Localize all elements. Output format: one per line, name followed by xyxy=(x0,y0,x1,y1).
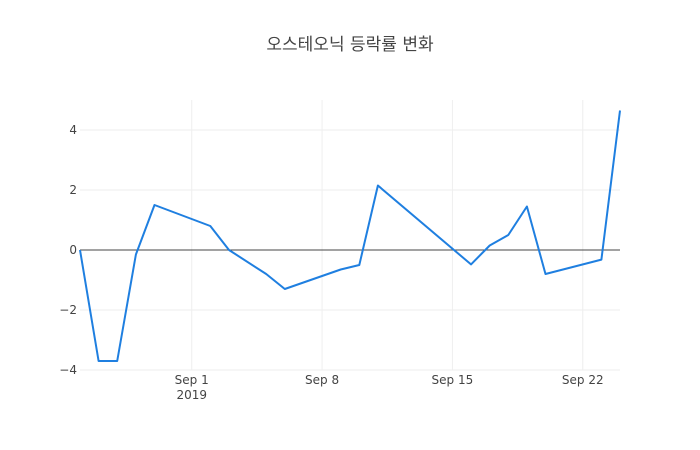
series-layer xyxy=(77,108,623,364)
data-point xyxy=(96,358,102,364)
y-tick-label: −2 xyxy=(59,303,77,317)
x-tick-label: Sep 15 xyxy=(432,373,474,387)
data-point xyxy=(282,286,288,292)
grid xyxy=(80,100,620,371)
data-point xyxy=(375,183,381,189)
data-point xyxy=(617,108,623,114)
data-point xyxy=(133,252,139,258)
x-tick-label: Sep 22 xyxy=(562,373,604,387)
x-tick-label: Sep 8 xyxy=(305,373,339,387)
y-tick-label: 0 xyxy=(69,243,77,257)
series-line xyxy=(79,110,621,362)
data-point xyxy=(114,358,120,364)
data-point xyxy=(263,271,269,277)
data-point xyxy=(356,262,362,268)
data-point xyxy=(505,232,511,238)
y-tick-label: −4 xyxy=(59,363,77,377)
data-point xyxy=(77,247,83,253)
x-tick-label: Sep 1 xyxy=(175,373,209,387)
y-tick-label: 2 xyxy=(69,183,77,197)
chart-title: 오스테오닉 등락률 변화 xyxy=(266,35,434,55)
data-point xyxy=(524,204,530,210)
y-axis: 4 2 0 −2 −4 xyxy=(59,123,77,377)
y-tick-label: 4 xyxy=(69,123,77,137)
data-point xyxy=(598,257,604,263)
data-point xyxy=(468,261,474,267)
data-point xyxy=(543,271,549,277)
data-point xyxy=(151,202,157,208)
data-point xyxy=(338,267,344,273)
data-point xyxy=(226,247,232,253)
x-tick-year-label: 2019 xyxy=(176,388,207,402)
data-point xyxy=(487,243,493,249)
data-point xyxy=(207,223,213,229)
